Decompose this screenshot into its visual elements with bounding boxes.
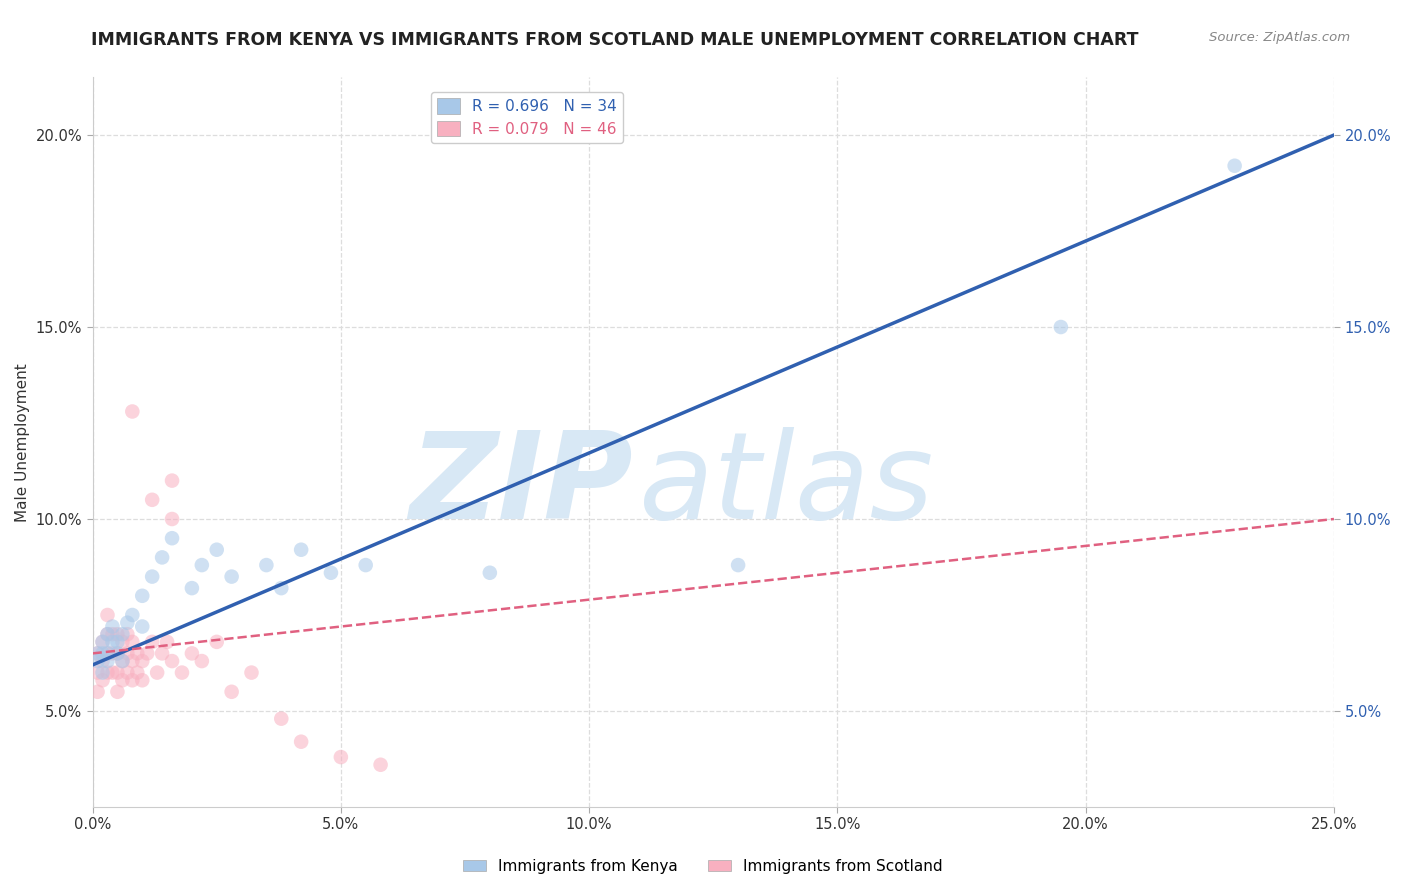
Point [86, 665, 108, 680]
Point [141, 635, 163, 649]
Point [111, 654, 134, 668]
Point [96, 627, 118, 641]
Point [107, 627, 129, 641]
Point [117, 647, 139, 661]
Point [160, 531, 183, 545]
Point [160, 474, 183, 488]
Point [121, 673, 143, 688]
Point [131, 619, 153, 633]
Point [191, 654, 214, 668]
Point [91, 635, 114, 649]
Point [370, 757, 392, 772]
Point [127, 665, 149, 680]
Point [111, 654, 134, 668]
Point [290, 735, 312, 749]
Point [86, 647, 108, 661]
Point [96, 654, 118, 668]
Point [354, 558, 377, 573]
Text: Source: ZipAtlas.com: Source: ZipAtlas.com [1209, 31, 1350, 45]
Point [180, 581, 202, 595]
Point [329, 750, 352, 764]
Point [91, 673, 114, 688]
Point [111, 627, 134, 641]
Text: IMMIGRANTS FROM KENYA VS IMMIGRANTS FROM SCOTLAND MALE UNEMPLOYMENT CORRELATION : IMMIGRANTS FROM KENYA VS IMMIGRANTS FROM… [91, 31, 1139, 49]
Point [107, 635, 129, 649]
Point [91, 654, 114, 668]
Legend: R = 0.696   N = 34, R = 0.079   N = 46: R = 0.696 N = 34, R = 0.079 N = 46 [432, 93, 623, 143]
Text: ZIP: ZIP [409, 427, 633, 544]
Point [107, 685, 129, 699]
Point [91, 635, 114, 649]
Point [117, 627, 139, 641]
Y-axis label: Male Unemployment: Male Unemployment [15, 363, 30, 522]
Point [107, 647, 129, 661]
Point [150, 647, 173, 661]
Point [150, 550, 173, 565]
Point [141, 569, 163, 583]
Point [727, 558, 749, 573]
Point [121, 607, 143, 622]
Point [205, 635, 228, 649]
Point [86, 654, 108, 668]
Point [191, 558, 214, 573]
Legend: Immigrants from Kenya, Immigrants from Scotland: Immigrants from Kenya, Immigrants from S… [457, 853, 949, 880]
Point [107, 665, 129, 680]
Point [160, 654, 183, 668]
Point [101, 647, 124, 661]
Point [221, 569, 243, 583]
Point [136, 647, 159, 661]
Point [121, 635, 143, 649]
Point [180, 647, 202, 661]
Point [131, 654, 153, 668]
Point [131, 673, 153, 688]
Point [121, 404, 143, 418]
Point [101, 627, 124, 641]
Point [96, 627, 118, 641]
Point [270, 581, 292, 595]
Point [270, 712, 292, 726]
Point [240, 665, 263, 680]
Point [1223, 159, 1246, 173]
Point [146, 665, 169, 680]
Point [96, 647, 118, 661]
Point [101, 665, 124, 680]
Point [290, 542, 312, 557]
Point [121, 654, 143, 668]
Point [170, 665, 193, 680]
Point [205, 542, 228, 557]
Point [478, 566, 501, 580]
Point [111, 635, 134, 649]
Point [107, 647, 129, 661]
Point [101, 619, 124, 633]
Point [319, 566, 342, 580]
Point [141, 492, 163, 507]
Point [91, 647, 114, 661]
Point [254, 558, 277, 573]
Point [160, 512, 183, 526]
Point [117, 665, 139, 680]
Point [91, 665, 114, 680]
Point [131, 589, 153, 603]
Point [111, 673, 134, 688]
Point [221, 685, 243, 699]
Point [96, 647, 118, 661]
Point [86, 647, 108, 661]
Point [101, 635, 124, 649]
Point [96, 607, 118, 622]
Point [96, 665, 118, 680]
Point [86, 685, 108, 699]
Point [117, 615, 139, 630]
Point [127, 647, 149, 661]
Point [156, 635, 179, 649]
Point [1050, 320, 1073, 334]
Text: atlas: atlas [638, 427, 934, 544]
